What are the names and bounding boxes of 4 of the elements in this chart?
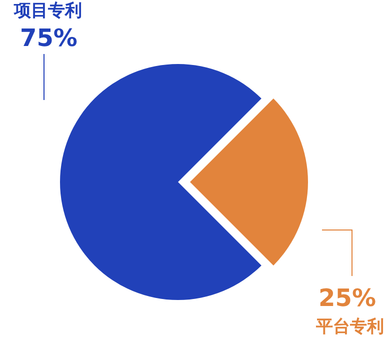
slice-label: 项目专利	[13, 1, 82, 21]
data-label: 75%	[20, 24, 78, 52]
slice-label: 平台专利	[315, 317, 384, 337]
data-label: 25%	[318, 284, 376, 312]
